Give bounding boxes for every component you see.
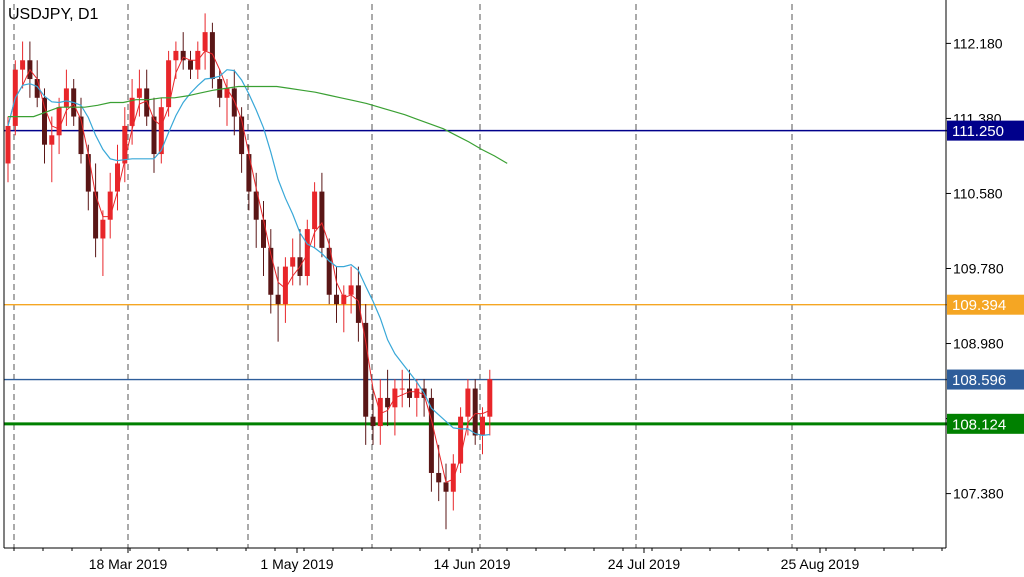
candle-body	[93, 191, 99, 239]
date-tick-label: 25 Aug 2019	[781, 556, 860, 572]
candle-body	[5, 125, 11, 164]
price-tag-label-orange-level: 109.394	[952, 297, 1006, 314]
candle-body	[312, 191, 318, 230]
candle-body	[231, 88, 237, 117]
price-tag-support	[947, 413, 1024, 434]
candle-body	[136, 88, 142, 98]
candle-body	[268, 247, 274, 295]
candle-body	[385, 397, 391, 408]
candle-body	[180, 50, 186, 61]
candle-body	[144, 88, 150, 117]
candle-body	[290, 257, 296, 267]
candle-body	[107, 191, 113, 220]
candle-body	[487, 379, 493, 417]
candle-body	[20, 60, 26, 70]
price-tick-label: 110.580	[953, 185, 1003, 201]
price-tag-current-price	[947, 369, 1024, 390]
candle-body	[100, 219, 106, 239]
candle-body	[63, 88, 69, 108]
candle-body	[261, 219, 266, 248]
candle-body	[253, 191, 259, 220]
date-tick-label: 24 Jul 2019	[608, 556, 681, 572]
candle-body	[166, 60, 172, 108]
moving-averages	[7, 50, 508, 483]
candle-body	[129, 97, 135, 126]
candle-body	[224, 88, 230, 98]
candle-body	[319, 191, 325, 248]
candle-body	[399, 388, 405, 390]
candle-body	[458, 416, 464, 464]
candle-body	[158, 107, 164, 155]
date-tick-label: 18 Mar 2019	[89, 556, 168, 572]
candle-body	[49, 135, 55, 145]
candle-body	[472, 388, 478, 436]
price-tag-resistance	[947, 120, 1024, 141]
candle-body	[326, 247, 332, 295]
candle-body	[348, 285, 354, 295]
candle-body	[202, 32, 208, 51]
candle-body	[56, 107, 62, 136]
axes: 112.180111.380110.580109.780108.980108.1…	[3, 0, 1004, 572]
candle-body	[188, 60, 193, 70]
price-tag-label-current-price: 108.596	[952, 372, 1006, 389]
candle-body	[355, 285, 361, 323]
date-tick-label: 14 Jun 2019	[433, 556, 510, 572]
candle-body	[436, 472, 442, 483]
candlesticks	[5, 13, 493, 530]
candle-body	[370, 416, 376, 427]
candle-body	[407, 388, 412, 398]
candle-body	[282, 266, 288, 305]
candle-body	[363, 322, 369, 417]
candle-body	[173, 50, 179, 61]
candle-body	[334, 294, 339, 305]
candle-body	[85, 154, 91, 192]
candle-body	[428, 397, 434, 473]
candle-body	[246, 154, 252, 192]
candle-body	[480, 416, 485, 436]
price-tag-orange-level	[947, 294, 1024, 315]
price-tick-label: 112.180	[953, 35, 1003, 51]
candle-body	[151, 116, 157, 155]
candle-body	[209, 32, 215, 80]
candle-body	[122, 125, 128, 164]
candle-body	[465, 388, 471, 417]
ma-slow-line	[8, 85, 508, 164]
ma-medium-line	[7, 69, 490, 437]
price-tags: 111.250 109.394 108.596 108.124	[947, 120, 1024, 434]
candle-body	[34, 79, 40, 98]
candle-body	[239, 116, 245, 155]
ma-fast-line	[7, 50, 491, 483]
candle-body	[443, 482, 449, 492]
price-tick-label: 109.780	[953, 260, 1004, 276]
horizontal-levels	[4, 129, 1024, 426]
candle-body	[78, 116, 84, 155]
price-tag-label-resistance: 111.250	[952, 123, 1004, 140]
candle-body	[275, 294, 281, 305]
vertical-gridlines	[13, 4, 793, 548]
candle-body	[341, 294, 347, 305]
price-tick-label: 107.380	[953, 486, 1004, 502]
candle-body	[217, 79, 223, 98]
chart-title: USDJPY, D1	[8, 6, 99, 23]
date-tick-label: 1 May 2019	[260, 556, 333, 572]
price-tick-label: 108.980	[953, 336, 1004, 352]
price-tag-label-support: 108.124	[952, 416, 1006, 433]
candle-body	[115, 163, 120, 192]
candle-body	[42, 97, 47, 145]
candle-body	[414, 388, 420, 398]
